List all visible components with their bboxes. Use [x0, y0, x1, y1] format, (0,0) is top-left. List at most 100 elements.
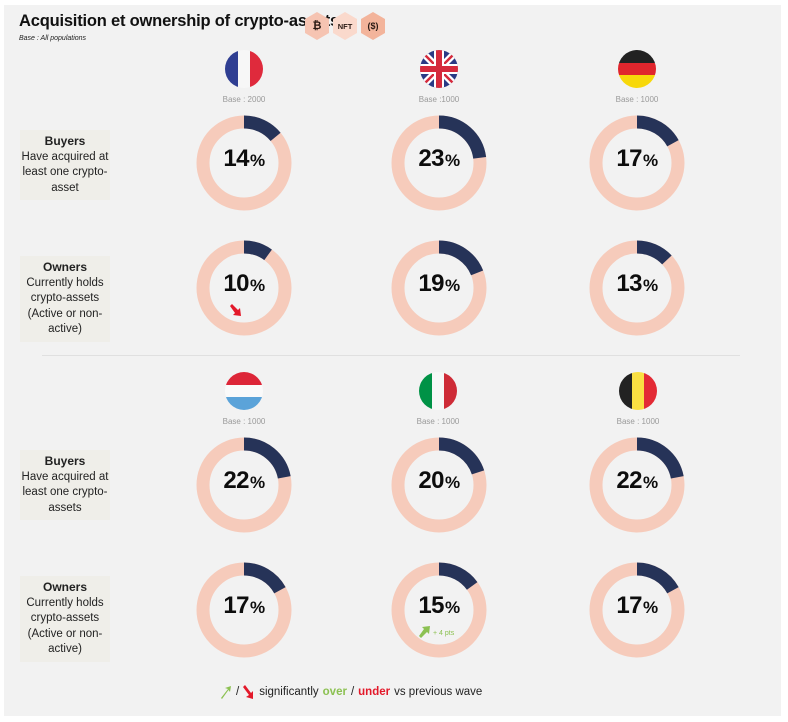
owners-row-label: Owners Currently holds crypto-assets (Ac…	[20, 576, 110, 662]
donut-owners-france: 10%	[196, 240, 292, 336]
percentage-value: 15	[418, 592, 445, 619]
down-arrow-icon	[243, 685, 254, 699]
luxembourg-flag	[225, 372, 263, 410]
donut-value-arc	[243, 240, 272, 261]
donut-buyers-belgium: 22%	[589, 437, 685, 533]
donut-owners-united-kingdom: 19%	[391, 240, 487, 336]
owners-description: Currently holds crypto-assets (Active or…	[26, 276, 104, 336]
percent-sign: %	[250, 151, 265, 170]
percentage-value: 19	[418, 270, 445, 297]
percentage-label: 10%	[196, 270, 292, 298]
base-label: Base : 1000	[616, 417, 660, 426]
france-flag	[225, 50, 263, 88]
percentage-label: 17%	[589, 145, 685, 173]
up-arrow-icon	[419, 626, 430, 638]
donut-buyers-united-kingdom: 23%	[391, 115, 487, 211]
category-badges: ₿ NFT ($)	[303, 11, 387, 41]
percent-sign: %	[250, 473, 265, 492]
percentage-value: 13	[616, 270, 643, 297]
owners-title: Owners	[42, 260, 87, 274]
chart-subtitle: Base : All populations	[19, 35, 87, 42]
percentage-label: 17%	[589, 592, 685, 620]
percent-sign: %	[445, 276, 460, 295]
donut-owners-luxembourg: 17%	[196, 562, 292, 658]
legend-text: vs previous wave	[394, 686, 483, 698]
buyers-row-label: Buyers Have acquired at least one crypto…	[20, 130, 110, 200]
donut-value-arc	[243, 115, 281, 142]
section-divider	[42, 355, 740, 356]
donut-value-arc	[636, 115, 679, 147]
donut-buyers-germany: 17%	[589, 115, 685, 211]
base-label: Base : 1000	[222, 417, 266, 426]
dollar-badge: ($)	[359, 11, 387, 41]
percent-sign: %	[445, 598, 460, 617]
donut-value-arc	[438, 115, 487, 160]
buyers-description: Have acquired at least one crypto-asset	[21, 150, 109, 194]
percentage-value: 20	[418, 467, 445, 494]
percentage-value: 17	[223, 592, 250, 619]
donut-value-arc	[243, 562, 286, 594]
nft-badge: NFT	[331, 11, 359, 41]
percentage-label: 23%	[391, 145, 487, 173]
donut-value-arc	[438, 562, 478, 590]
percentage-label: 17%	[196, 592, 292, 620]
donut-value-arc	[636, 562, 679, 594]
percentage-label: 13%	[589, 270, 685, 298]
donut-value-arc	[438, 240, 484, 276]
donut-buyers-italy: 20%	[391, 437, 487, 533]
base-label: Base : 1000	[615, 95, 659, 104]
legend-under: under	[358, 686, 391, 698]
percent-sign: %	[445, 473, 460, 492]
up-arrow-icon	[221, 686, 231, 699]
percent-sign: %	[643, 473, 658, 492]
percent-sign: %	[250, 598, 265, 617]
donut-value-arc	[243, 437, 291, 479]
legend-text: significantly	[259, 686, 319, 698]
percentage-value: 14	[223, 145, 250, 172]
donut-owners-germany: 13%	[589, 240, 685, 336]
percentage-label: 22%	[196, 467, 292, 495]
percent-sign: %	[643, 151, 658, 170]
percent-sign: %	[643, 276, 658, 295]
donut-buyers-france: 14%	[196, 115, 292, 211]
owners-description: Currently holds crypto-assets (Active or…	[26, 596, 104, 656]
buyers-row-label: Buyers Have acquired at least one crypto…	[20, 450, 110, 520]
legend-separator: /	[350, 686, 355, 698]
italy-flag	[419, 372, 457, 410]
percentage-value: 23	[418, 145, 445, 172]
base-label: Base : 1000	[416, 417, 460, 426]
base-label: Base : 2000	[222, 95, 266, 104]
percentage-value: 22	[616, 467, 643, 494]
donut-owners-belgium: 17%	[589, 562, 685, 658]
percentage-label: 15%	[391, 592, 487, 620]
percentage-value: 10	[223, 270, 250, 297]
owners-row-label: Owners Currently holds crypto-assets (Ac…	[20, 256, 110, 342]
donut-value-arc	[636, 240, 672, 265]
dollar-coin-icon: ($)	[367, 21, 379, 31]
percent-sign: %	[643, 598, 658, 617]
percent-sign: %	[445, 151, 460, 170]
legend-over: over	[322, 686, 347, 698]
belgium-flag	[619, 372, 657, 410]
bitcoin-icon: ₿	[312, 20, 322, 32]
donut-value-arc	[636, 437, 684, 479]
buyers-title: Buyers	[44, 134, 86, 148]
buyers-description: Have acquired at least one crypto-assets	[21, 470, 109, 514]
owners-title: Owners	[42, 580, 87, 594]
chart-title: Acquisition et ownership of crypto-asset…	[19, 12, 340, 30]
percentage-label: 19%	[391, 270, 487, 298]
germany-flag	[618, 50, 656, 88]
donut-owners-italy: 15% + 4 pts	[391, 562, 487, 658]
donut-value-arc	[438, 437, 485, 475]
percentage-label: 22%	[589, 467, 685, 495]
donut-buyers-luxembourg: 22%	[196, 437, 292, 533]
percentage-value: 22	[223, 467, 250, 494]
down-arrow-icon	[230, 304, 241, 316]
nft-icon: NFT	[337, 21, 353, 31]
legend: / significantly over / under vs previous…	[220, 684, 482, 700]
percentage-label: 14%	[196, 145, 292, 173]
uk-flag	[420, 50, 458, 88]
bitcoin-badge: ₿	[303, 11, 331, 41]
legend-separator: /	[236, 686, 240, 698]
percent-sign: %	[250, 276, 265, 295]
